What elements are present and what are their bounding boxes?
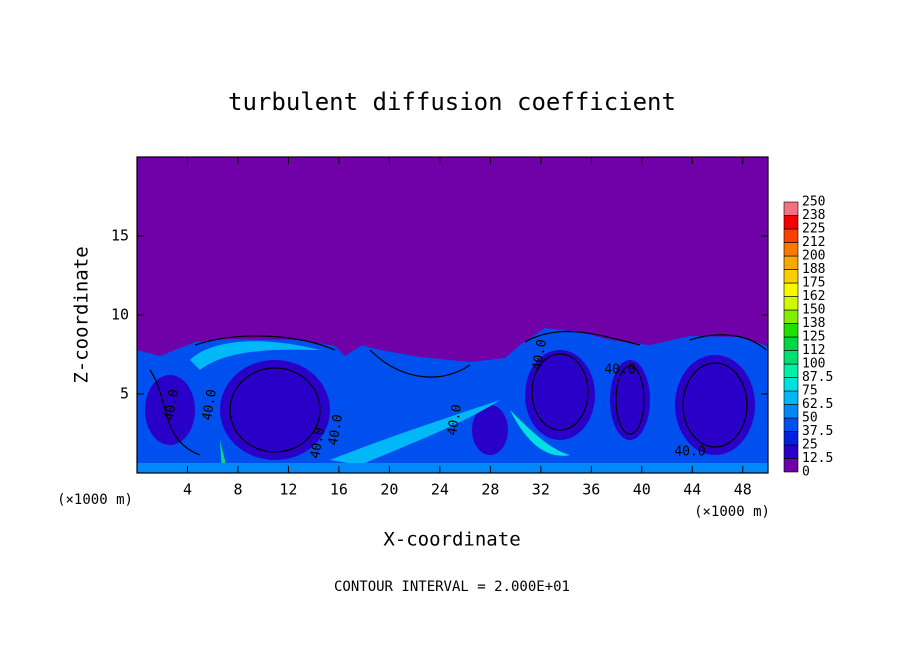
colorbar-swatch [783,350,799,365]
colorbar-label: 200 [802,249,825,264]
colorbar-label: 162 [802,289,825,304]
x-tick-label: 44 [683,481,701,499]
colorbar-swatch [783,336,799,351]
colorbar-swatch [783,404,799,419]
colorbar-label: 225 [802,222,825,237]
contour-label: 40.0 [200,388,220,421]
x-tick-label: 16 [330,481,348,499]
colorbar-label: 75 [802,384,818,399]
y-tick-label: 10 [111,306,129,324]
colorbar-swatch [783,458,799,473]
x-tick-label: 48 [734,481,752,499]
colorbar-swatch [783,269,799,284]
colorbar-swatch [783,431,799,446]
colorbar-label: 25 [802,438,818,453]
contour-label: 40.0 [326,413,346,446]
colorbar-label: 238 [802,208,825,223]
colorbar-label: 50 [802,411,818,426]
colorbar-swatch [783,444,799,459]
colorbar-swatch [783,282,799,297]
x-tick-label: 32 [532,481,550,499]
colorbar-swatch [783,377,799,392]
colorbar-label: 150 [802,303,825,318]
x-tick-label: 28 [481,481,499,499]
contour-label: 40.0 [162,388,182,421]
colorbar-swatch [783,201,799,216]
contour-label: 40.0 [308,426,328,459]
colorbar-label: 212 [802,235,825,250]
y-axis-label: Z-coordinate [71,246,93,383]
colorbar-label: 138 [802,316,825,331]
contour-label: 40.0 [445,403,465,436]
x-tick-label: 36 [582,481,600,499]
colorbar-swatch [783,228,799,243]
colorbar-swatch [783,309,799,324]
y-tick-label: 5 [120,385,129,403]
colorbar-swatch [783,363,799,378]
colorbar-label: 112 [802,343,825,358]
colorbar-swatch [783,215,799,230]
colorbar-swatch [783,390,799,405]
contour-label: 40.0 [674,445,705,460]
x-tick-label: 4 [183,481,192,499]
footer-note: CONTOUR INTERVAL = 2.000E+01 [334,579,570,595]
colorbar-label: 100 [802,357,825,372]
colorbar-label: 125 [802,330,825,345]
x-tick-label: 8 [233,481,242,499]
colorbar-swatch [783,323,799,338]
x-tick-label: 12 [279,481,297,499]
colorbar-label: 37.5 [802,424,833,439]
colorbar-label: 87.5 [802,370,833,385]
contour-label: 40.0 [604,363,635,378]
x-tick-label: 20 [380,481,398,499]
colorbar-swatch [783,296,799,311]
colorbar-label: 175 [802,276,825,291]
colorbar-swatch [783,255,799,270]
x-tick-label: 24 [431,481,449,499]
colorbar-label: 12.5 [802,451,833,466]
colorbar-label: 62.5 [802,397,833,412]
colorbar-label: 188 [802,262,825,277]
x-tick-label: 40 [633,481,651,499]
y-tick-label: 15 [111,227,129,245]
colorbar-label: 0 [802,465,810,480]
chart-title: turbulent diffusion coefficient [228,88,676,116]
colorbar-label: 250 [802,195,825,210]
colorbar-swatch [783,242,799,257]
x-axis-label: X-coordinate [383,529,520,551]
x-unit-left: (×1000 m) [57,492,133,508]
field [137,157,768,473]
colorbar-swatch [783,417,799,432]
x-unit-right: (×1000 m) [694,504,770,520]
contour-label: 40.0 [530,338,550,371]
